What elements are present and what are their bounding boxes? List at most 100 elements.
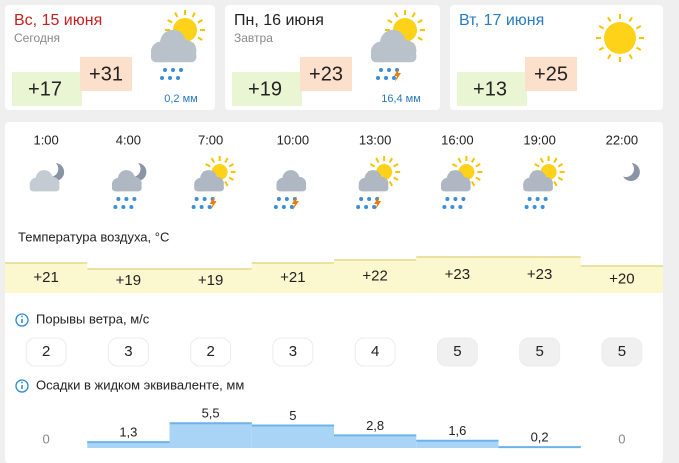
sun-ray (553, 157, 558, 163)
rain-drop (199, 205, 204, 209)
sun-ray (457, 157, 462, 163)
sun-ray (224, 157, 229, 163)
sun-ray (228, 176, 234, 181)
precipitation-label: 5 (289, 408, 296, 423)
sun-ray (393, 163, 399, 168)
temperature-band (251, 263, 334, 293)
rain-drop (284, 197, 289, 201)
wind-value: 5 (535, 343, 543, 360)
rain-drop (168, 76, 172, 80)
temperature-band (87, 269, 170, 293)
sun-ray (635, 46, 642, 51)
temperature-label: +21 (280, 269, 305, 286)
max-temp-box (300, 57, 352, 91)
sun-ray (210, 157, 215, 163)
wind-value: 2 (42, 343, 50, 360)
rain-drop (171, 68, 175, 72)
precipitation-label: 1,3 (119, 425, 137, 440)
lightning (374, 196, 382, 210)
cloud (523, 183, 553, 192)
wind-box (107, 337, 149, 367)
hour-label: 19:00 (523, 132, 556, 147)
rain-drop (367, 197, 372, 201)
sun-ray (375, 157, 380, 163)
cloud (150, 50, 197, 63)
rain-drop (276, 197, 281, 201)
temperature-band (416, 257, 499, 293)
sun-ray (471, 157, 476, 163)
temperature-label: +19 (116, 272, 141, 289)
rain-drop (116, 197, 121, 201)
hour-label: 10:00 (277, 132, 310, 147)
sun-ray (475, 176, 481, 181)
hour-label: 16:00 (441, 132, 474, 147)
min-temp: +13 (473, 78, 507, 100)
wind-value: 3 (289, 343, 297, 360)
rain-drop (387, 68, 391, 72)
temperature-label: +23 (445, 266, 470, 283)
rain-drop (543, 197, 548, 201)
wind-box (272, 337, 314, 367)
sun-ray (553, 181, 558, 187)
precipitation-label: 1,6 (448, 423, 466, 438)
rain-drop (289, 205, 294, 209)
sun-ray (388, 181, 393, 187)
sun-ray (197, 36, 203, 41)
temperature-label: +23 (527, 266, 552, 283)
precipitation-bar (334, 435, 417, 448)
sun-ray (394, 12, 399, 18)
rain-drop (524, 205, 529, 209)
min-temp-box (232, 72, 302, 106)
rain-drop (163, 68, 167, 72)
temperature-band (334, 260, 417, 293)
cloud (276, 183, 307, 192)
sun-ray (628, 16, 633, 23)
rain-drop (129, 205, 134, 209)
cloud (111, 183, 142, 192)
cloud (370, 50, 417, 63)
cloud (194, 183, 224, 192)
sun-ray (388, 157, 393, 163)
cloud (358, 183, 389, 192)
rain-drop (445, 197, 450, 201)
rain-drop (364, 205, 369, 209)
rain-drop (442, 205, 447, 209)
rain-drop (194, 197, 199, 201)
rain-drop (207, 205, 212, 209)
min-temp-box (12, 72, 82, 106)
max-temp-box (80, 57, 132, 91)
sun-ray (471, 181, 476, 187)
temperature-band (169, 269, 252, 293)
rain-drop (379, 68, 383, 72)
precipitation-label: 0,2 (531, 430, 549, 445)
info-icon (15, 379, 29, 393)
rain-drop (132, 197, 137, 201)
sun-ray (635, 25, 642, 30)
temperature-band (580, 266, 663, 293)
day-label: Сегодня (14, 31, 60, 45)
wind-box (190, 337, 232, 367)
sun-ray (224, 181, 229, 187)
sun-ray (417, 19, 423, 24)
precipitation-label: 0 (618, 431, 625, 446)
sun-ray (369, 163, 376, 168)
max-temp: +25 (534, 63, 568, 85)
rain-drop (121, 205, 126, 209)
sun-ray (557, 163, 563, 168)
rain-drop (281, 205, 286, 209)
precipitation-label: 2,8 (366, 418, 384, 433)
rain-drop (450, 205, 455, 209)
lightning (209, 196, 217, 210)
rain-drop (113, 205, 118, 209)
sun-ray (475, 163, 481, 168)
precipitation-bar (169, 423, 252, 448)
sun-ray (197, 19, 203, 24)
day-date: Вт, 17 июня (459, 12, 544, 29)
hour-label: 1:00 (33, 132, 58, 147)
cloud (29, 183, 60, 192)
hour-label: 4:00 (116, 132, 141, 147)
rain-drop (372, 205, 377, 209)
wind-box (601, 337, 643, 367)
hour-label: 13:00 (359, 132, 392, 147)
